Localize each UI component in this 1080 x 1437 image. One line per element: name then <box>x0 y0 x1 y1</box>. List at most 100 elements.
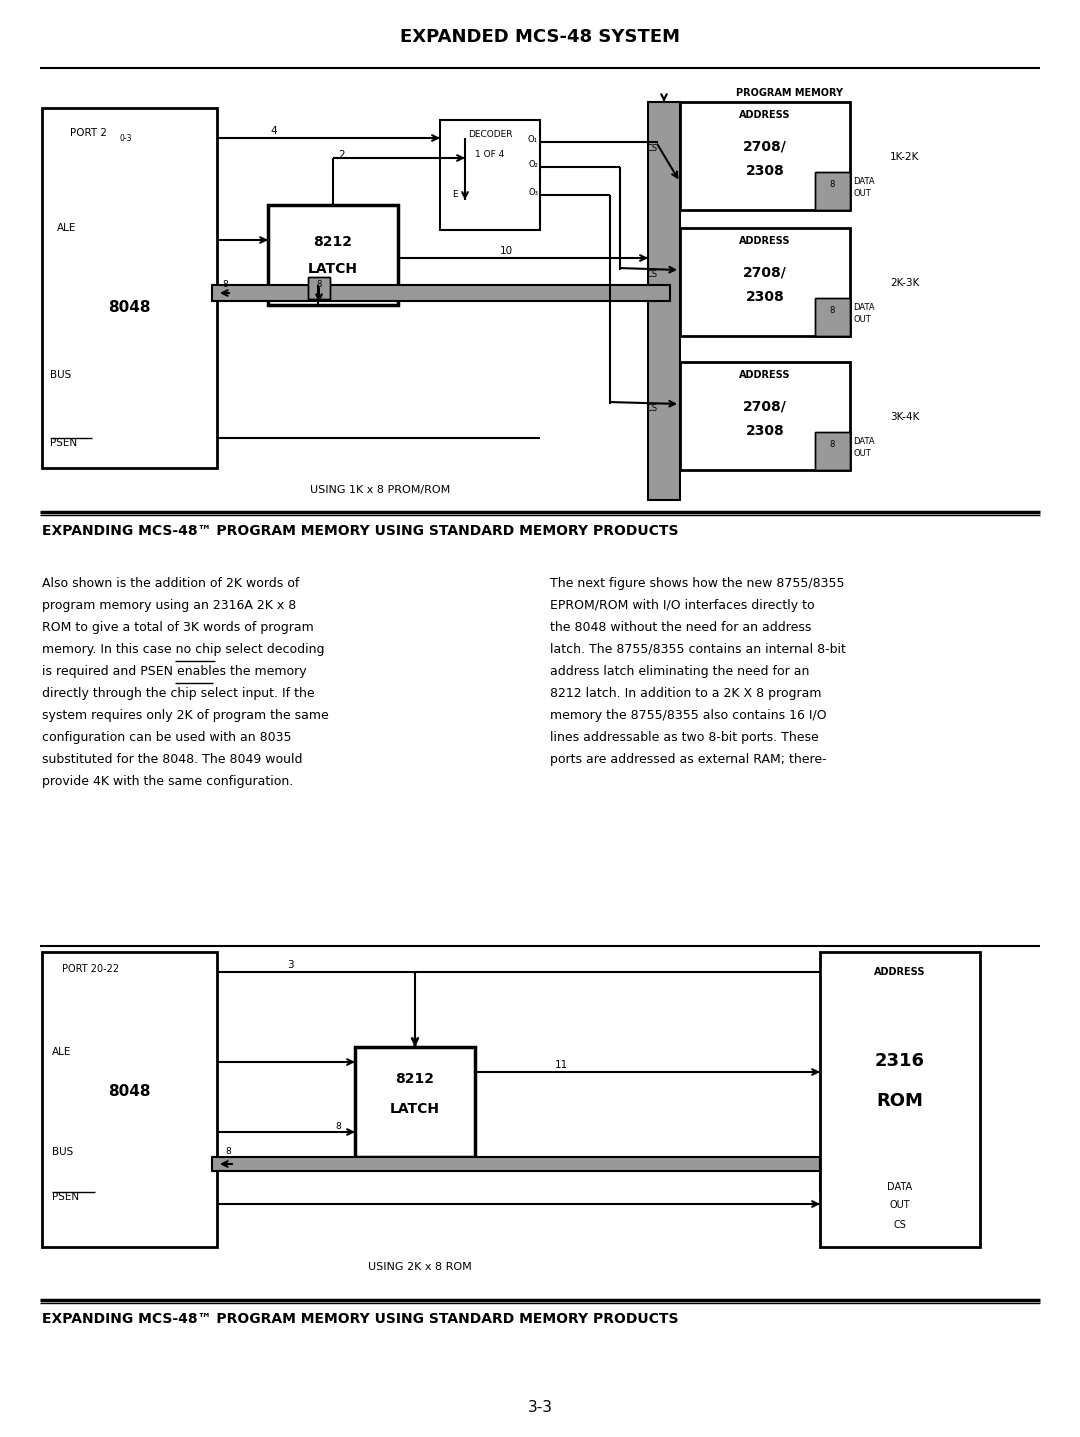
Text: memory. In this case no chip select decoding: memory. In this case no chip select deco… <box>42 642 324 657</box>
Text: 8: 8 <box>316 280 322 289</box>
Text: 2316: 2316 <box>875 1052 924 1071</box>
Text: DATA: DATA <box>853 303 875 312</box>
Text: 8212: 8212 <box>313 236 352 249</box>
Text: PSEN: PSEN <box>52 1193 79 1201</box>
Text: CS: CS <box>647 144 658 152</box>
Bar <box>815 172 850 210</box>
Text: OUT: OUT <box>890 1200 910 1210</box>
Text: OUT: OUT <box>853 190 870 198</box>
Text: USING 2K x 8 ROM: USING 2K x 8 ROM <box>368 1262 472 1272</box>
Text: 2K-3K: 2K-3K <box>890 277 919 287</box>
Bar <box>680 362 850 470</box>
Text: OUT: OUT <box>853 448 870 458</box>
Bar <box>212 285 670 300</box>
Bar <box>815 172 850 210</box>
Text: EXPANDING MCS-48™ PROGRAM MEMORY USING STANDARD MEMORY PRODUCTS: EXPANDING MCS-48™ PROGRAM MEMORY USING S… <box>42 525 678 537</box>
Text: CS: CS <box>893 1220 906 1230</box>
Text: 1 OF 4: 1 OF 4 <box>475 149 504 160</box>
Text: BUS: BUS <box>52 1147 73 1157</box>
Text: 11: 11 <box>555 1061 568 1071</box>
Bar <box>42 951 217 1247</box>
Bar <box>815 433 850 470</box>
Text: DATA: DATA <box>888 1183 913 1193</box>
Bar <box>648 102 680 500</box>
Text: 2708/: 2708/ <box>743 266 787 280</box>
Text: PORT 20-22: PORT 20-22 <box>62 964 119 974</box>
Bar <box>308 277 330 299</box>
Text: CS: CS <box>647 270 658 279</box>
Text: 3: 3 <box>287 960 294 970</box>
Text: 8048: 8048 <box>108 300 150 316</box>
Bar <box>815 433 850 470</box>
Bar <box>355 1048 475 1157</box>
Text: Also shown is the addition of 2K words of: Also shown is the addition of 2K words o… <box>42 578 299 591</box>
Text: DATA: DATA <box>853 437 875 445</box>
Text: directly through the chip select input. If the: directly through the chip select input. … <box>42 687 314 700</box>
Text: ADDRESS: ADDRESS <box>739 369 791 379</box>
Text: ADDRESS: ADDRESS <box>739 236 791 246</box>
Text: 8: 8 <box>225 1147 231 1155</box>
Text: O₃: O₃ <box>528 188 538 197</box>
Text: DATA: DATA <box>853 177 875 185</box>
Text: USING 1K x 8 PROM/ROM: USING 1K x 8 PROM/ROM <box>310 486 450 494</box>
Text: LATCH: LATCH <box>390 1102 440 1117</box>
Text: provide 4K with the same configuration.: provide 4K with the same configuration. <box>42 775 294 787</box>
Bar <box>308 277 330 299</box>
Text: 8048: 8048 <box>108 1085 150 1099</box>
Text: ports are addressed as external RAM; there-: ports are addressed as external RAM; the… <box>550 753 826 766</box>
Bar <box>820 951 980 1247</box>
Text: OUT: OUT <box>853 315 870 323</box>
Text: 8212 latch. In addition to a 2K X 8 program: 8212 latch. In addition to a 2K X 8 prog… <box>550 687 822 700</box>
Text: The next figure shows how the new 8755/8355: The next figure shows how the new 8755/8… <box>550 578 845 591</box>
Text: 8: 8 <box>222 280 228 289</box>
Text: 2708/: 2708/ <box>743 139 787 154</box>
Text: 8: 8 <box>829 180 835 190</box>
Text: 8212: 8212 <box>395 1072 434 1086</box>
Text: 0-3: 0-3 <box>120 134 133 144</box>
Text: ALE: ALE <box>52 1048 71 1058</box>
Text: memory the 8755/8355 also contains 16 I/O: memory the 8755/8355 also contains 16 I/… <box>550 708 826 721</box>
Text: O₂: O₂ <box>528 160 538 170</box>
Text: ALE: ALE <box>57 223 77 233</box>
Text: 2708/: 2708/ <box>743 399 787 414</box>
Bar <box>42 108 217 468</box>
Text: ADDRESS: ADDRESS <box>739 111 791 121</box>
Text: 2308: 2308 <box>745 424 784 438</box>
Text: O₁: O₁ <box>528 135 538 144</box>
Text: PORT 2: PORT 2 <box>70 128 107 138</box>
Text: E: E <box>453 190 458 198</box>
Text: 1K-2K: 1K-2K <box>890 152 919 162</box>
Text: PROGRAM MEMORY: PROGRAM MEMORY <box>737 88 843 98</box>
Text: 2308: 2308 <box>745 290 784 305</box>
Text: 3-3: 3-3 <box>527 1400 553 1415</box>
Bar <box>680 228 850 336</box>
Text: lines addressable as two 8-bit ports. These: lines addressable as two 8-bit ports. Th… <box>550 731 819 744</box>
Text: substituted for the 8048. The 8049 would: substituted for the 8048. The 8049 would <box>42 753 302 766</box>
Text: CS: CS <box>647 404 658 412</box>
Bar <box>648 102 680 500</box>
Text: program memory using an 2316A 2K x 8: program memory using an 2316A 2K x 8 <box>42 599 296 612</box>
Text: 2: 2 <box>338 149 345 160</box>
Bar <box>212 1157 820 1171</box>
Text: 4: 4 <box>270 126 276 137</box>
Text: 10: 10 <box>500 246 513 256</box>
Text: 3K-4K: 3K-4K <box>890 412 919 422</box>
Text: LATCH: LATCH <box>308 262 357 276</box>
Text: 2308: 2308 <box>745 164 784 178</box>
Text: latch. The 8755/8355 contains an internal 8-bit: latch. The 8755/8355 contains an interna… <box>550 642 846 657</box>
Bar <box>440 121 540 230</box>
Bar <box>680 102 850 210</box>
Text: ROM: ROM <box>877 1092 923 1109</box>
Text: 8: 8 <box>335 1122 341 1131</box>
Text: 8: 8 <box>829 306 835 315</box>
Text: EXPANDING MCS-48™ PROGRAM MEMORY USING STANDARD MEMORY PRODUCTS: EXPANDING MCS-48™ PROGRAM MEMORY USING S… <box>42 1312 678 1326</box>
Text: system requires only 2K of program the same: system requires only 2K of program the s… <box>42 708 328 721</box>
Text: DECODER: DECODER <box>468 129 512 139</box>
Bar <box>815 297 850 336</box>
Text: BUS: BUS <box>50 369 71 379</box>
Text: EXPANDED MCS-48 SYSTEM: EXPANDED MCS-48 SYSTEM <box>400 27 680 46</box>
Bar <box>815 297 850 336</box>
Text: ADDRESS: ADDRESS <box>874 967 926 977</box>
Text: ROM to give a total of 3K words of program: ROM to give a total of 3K words of progr… <box>42 621 314 634</box>
Text: PSEN: PSEN <box>50 438 77 448</box>
